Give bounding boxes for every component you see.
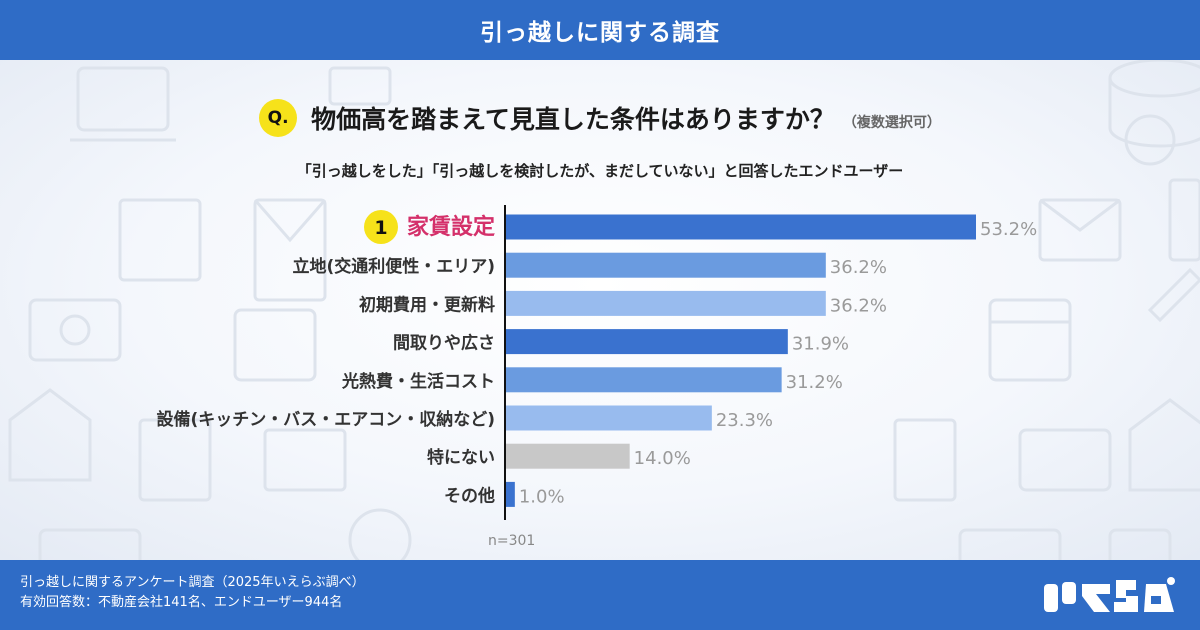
bar <box>506 252 826 278</box>
footer-text: 引っ越しに関するアンケート調査（2025年いえらぶ調べ） 有効回答数：不動産会社… <box>20 573 365 613</box>
bar <box>506 443 630 469</box>
category-label: 設備(キッチン・バス・エアコン・収納など) <box>156 409 495 430</box>
category-label: 立地(交通利便性・エリア) <box>292 256 495 277</box>
category-label: 間取りや広さ <box>393 333 495 354</box>
category-label: 特にない <box>427 447 495 468</box>
main-panel: Q. 物価高を踏まえて見直した条件はありますか？ （複数選択可） 「引っ越しをし… <box>0 60 1200 560</box>
value-label: 36.2% <box>830 295 887 316</box>
header-title: 引っ越しに関する調査 <box>480 20 720 46</box>
rank-badge-label: 1 <box>374 217 387 239</box>
value-label: 31.2% <box>786 372 843 393</box>
subtitle: 「引っ越しをした」「引っ越しを検討したが、まだしていない」と回答したエンドユーザ… <box>296 162 904 180</box>
question-text: 物価高を踏まえて見直した条件はありますか？ <box>311 105 835 134</box>
bar <box>506 290 826 316</box>
ierabu-logo <box>1044 577 1175 612</box>
footer-line-2: 有効回答数：不動産会社141名、エンドユーザー944名 <box>20 595 343 610</box>
category-label: その他 <box>444 485 495 506</box>
background-icons <box>8 60 1200 560</box>
value-label: 36.2% <box>830 257 887 278</box>
category-label: 初期費用・更新料 <box>359 294 495 315</box>
footer-line-1: 引っ越しに関するアンケート調査（2025年いえらぶ調べ） <box>20 575 365 590</box>
sample-size-note: n=301 <box>488 533 535 549</box>
question-note: （複数選択可） <box>842 115 941 131</box>
question-line: Q. 物価高を踏まえて見直した条件はありますか？ （複数選択可） <box>0 96 1200 140</box>
bar <box>506 367 782 393</box>
value-label: 1.0% <box>519 486 565 507</box>
bar <box>506 481 515 507</box>
bar <box>506 329 788 355</box>
value-label: 23.3% <box>716 410 773 431</box>
bar <box>506 214 976 240</box>
value-label: 53.2% <box>980 219 1037 240</box>
category-label: 光熱費・生活コスト <box>341 371 495 392</box>
header-bar: 引っ越しに関する調査 <box>0 0 1200 60</box>
rank-badge <box>364 210 398 244</box>
category-label: 家賃設定 <box>407 214 495 240</box>
question-badge: Q. <box>259 99 298 137</box>
bar <box>506 405 712 431</box>
bar-chart: 家賃設定 1 53.2% 立地(交通利便性・エリア) 36.2% 初期費用・更新料 36.2… <box>156 205 1037 549</box>
value-label: 31.9% <box>792 334 849 355</box>
value-label: 14.0% <box>634 448 691 469</box>
footer-bar: 引っ越しに関するアンケート調査（2025年いえらぶ調べ） 有効回答数：不動産会社… <box>0 560 1200 630</box>
